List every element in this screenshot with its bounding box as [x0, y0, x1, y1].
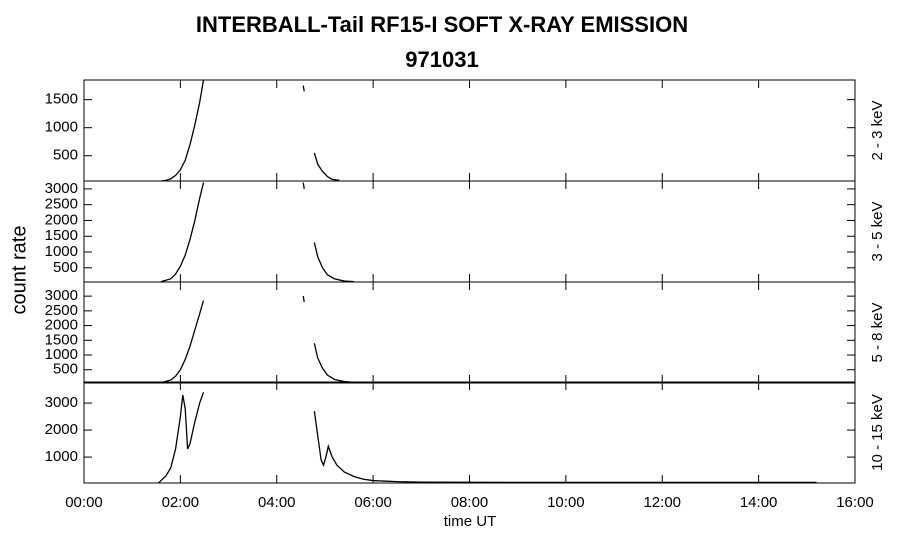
y-tick-label: 500: [53, 361, 78, 378]
y-tick-label: 3000: [45, 394, 78, 411]
x-tick-label: 02:00: [162, 494, 200, 511]
data-line: [313, 242, 354, 282]
y-tick-label: 1500: [45, 91, 78, 108]
y-tick-label: 500: [53, 259, 78, 276]
y-tick-label: 1000: [45, 346, 78, 363]
y-tick-label: 2500: [45, 196, 78, 213]
data-line: [302, 296, 305, 303]
panel-label: 2 - 3 keV: [869, 100, 886, 160]
chart-title: INTERBALL-Tail RF15-I SOFT X-RAY EMISSIO…: [196, 12, 688, 37]
panel-label: 5 - 8 keV: [869, 302, 886, 362]
x-tick-label: 10:00: [547, 494, 585, 511]
y-tick-label: 1000: [45, 243, 78, 260]
y-tick-label: 2000: [45, 317, 78, 334]
y-tick-label: 2500: [45, 302, 78, 319]
panel-label: 3 - 5 keV: [869, 201, 886, 261]
y-tick-label: 1000: [45, 119, 78, 136]
data-line: [302, 85, 305, 92]
y-tick-label: 2000: [45, 421, 78, 438]
y-tick-label: 1000: [45, 448, 78, 465]
y-axis-label: count rate: [8, 226, 30, 315]
panel-frame: [83, 281, 856, 384]
panel-label: 10 - 15 keV: [869, 394, 886, 471]
data-line: [158, 392, 205, 483]
panel-frame: [83, 381, 856, 484]
x-tick-label: 00:00: [65, 494, 103, 511]
x-tick-label: 04:00: [258, 494, 296, 511]
x-tick-label: 12:00: [643, 494, 681, 511]
data-line: [160, 182, 205, 282]
x-axis-label: time UT: [444, 513, 497, 530]
data-line: [313, 343, 359, 383]
data-line: [313, 152, 340, 181]
y-tick-label: 1500: [45, 331, 78, 348]
data-line: [161, 80, 205, 181]
y-tick-label: 3000: [45, 287, 78, 304]
y-tick-label: 2000: [45, 211, 78, 228]
x-tick-label: 16:00: [836, 494, 874, 511]
data-line: [313, 411, 817, 483]
y-tick-label: 500: [53, 147, 78, 164]
x-tick-label: 06:00: [354, 494, 392, 511]
data-line: [160, 300, 205, 383]
x-tick-label: 14:00: [740, 494, 778, 511]
y-tick-label: 3000: [45, 180, 78, 197]
x-tick-label: 08:00: [451, 494, 489, 511]
data-line: [302, 182, 305, 189]
y-tick-label: 1500: [45, 227, 78, 244]
panel-frame: [83, 79, 856, 182]
chart-subtitle: 971031: [405, 47, 478, 72]
